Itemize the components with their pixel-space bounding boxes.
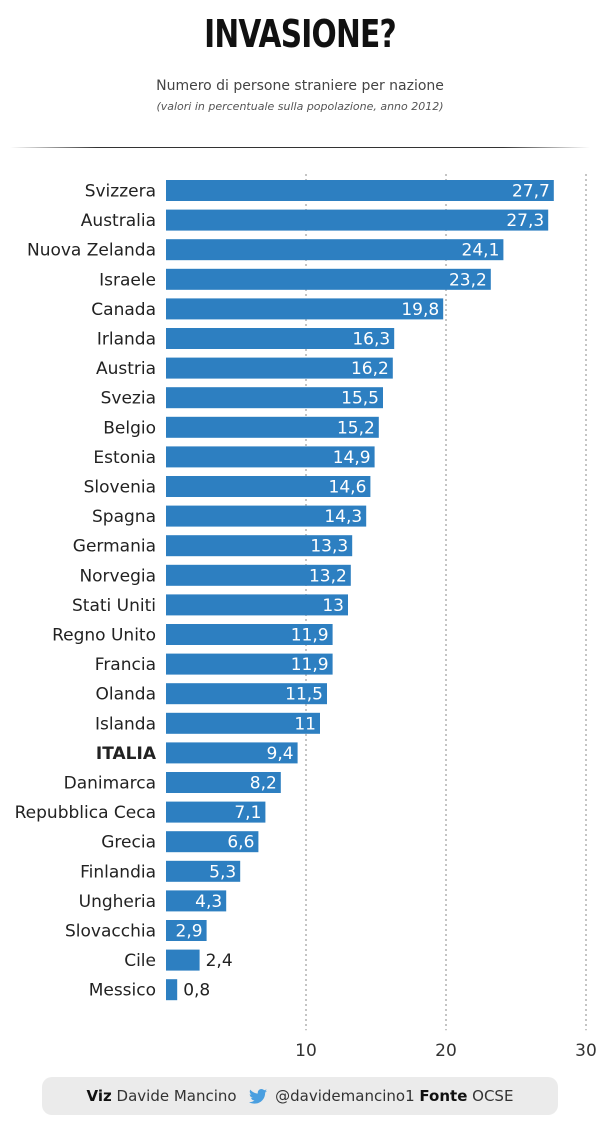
source-name: OCSE <box>472 1087 514 1105</box>
page-title: INVASIONE? <box>204 12 397 56</box>
category-label: Slovenia <box>84 478 156 498</box>
value-label: 13,3 <box>310 537 348 557</box>
value-label: 24,1 <box>462 241 500 261</box>
category-label: Germania <box>73 537 156 557</box>
bar-austria <box>166 357 393 379</box>
category-label: Canada <box>91 300 156 320</box>
category-label: Irlanda <box>97 330 156 350</box>
bar-irlanda <box>166 328 395 349</box>
bar-germania <box>166 535 353 557</box>
bar-grecia <box>166 831 259 853</box>
category-label: Belgio <box>103 418 156 438</box>
bar-estonia <box>166 446 375 468</box>
bar-danimarca <box>166 772 281 793</box>
value-label: 2,4 <box>206 951 233 971</box>
value-label: 11,9 <box>291 655 329 675</box>
bar-slovenia <box>166 476 371 497</box>
category-label: Norvegia <box>79 566 156 586</box>
value-label: 15,5 <box>341 389 379 409</box>
value-label: 15,2 <box>337 418 375 438</box>
category-label: Grecia <box>101 833 156 853</box>
bar-australia <box>166 209 549 231</box>
category-label: ITALIA <box>96 744 157 764</box>
value-label: 16,3 <box>352 330 390 350</box>
bar-israele <box>166 268 491 290</box>
value-label: 11 <box>294 714 316 734</box>
bar-svezia <box>166 387 383 409</box>
value-label: 14,9 <box>333 448 371 468</box>
source-label: Fonte <box>419 1087 468 1105</box>
value-label: 4,3 <box>195 892 222 912</box>
bar-italia <box>166 742 298 764</box>
value-label: 8,2 <box>250 774 277 794</box>
category-label: Australia <box>81 211 156 231</box>
category-label: Svezia <box>101 389 156 409</box>
value-label: 23,2 <box>449 270 487 290</box>
category-label: Repubblica Ceca <box>15 803 156 823</box>
bar-repubblica-ceca <box>166 801 266 823</box>
viz-label: Viz <box>86 1087 112 1105</box>
bar-belgio <box>166 416 379 438</box>
bar-islanda <box>166 712 320 734</box>
value-label: 19,8 <box>401 300 439 320</box>
bar-messico <box>166 979 178 1001</box>
category-label: Olanda <box>95 685 156 705</box>
value-label: 13 <box>322 596 344 616</box>
bar-svizzera <box>166 180 554 201</box>
x-tick-label: 30 <box>575 1041 597 1061</box>
category-label: Islanda <box>95 714 156 734</box>
value-label: 11,5 <box>285 685 323 705</box>
value-label: 7,1 <box>234 803 261 823</box>
value-label: 27,3 <box>506 211 544 231</box>
twitter-handle: @davidemancino1 <box>275 1087 415 1105</box>
category-label: Nuova Zelanda <box>27 241 156 261</box>
bar-finlandia <box>166 860 241 882</box>
value-label: 2,9 <box>176 922 203 942</box>
value-label: 27,7 <box>512 182 550 202</box>
category-label: Finlandia <box>80 862 156 882</box>
category-label: Svizzera <box>85 182 156 202</box>
header-divider <box>10 147 590 148</box>
category-label: Israele <box>99 270 156 290</box>
bar-canada <box>166 298 444 320</box>
category-label: Slovacchia <box>65 922 156 942</box>
value-label: 0,8 <box>183 981 210 1001</box>
x-tick-label: 20 <box>435 1041 457 1061</box>
category-label: Stati Uniti <box>72 596 156 616</box>
twitter-icon <box>249 1089 268 1104</box>
category-label: Cile <box>124 951 156 971</box>
category-label: Regno Unito <box>52 626 156 646</box>
chart-note: (valori in percentuale sulla popolazione… <box>156 100 444 113</box>
category-label: Austria <box>96 359 156 379</box>
category-label: Danimarca <box>64 774 156 794</box>
bar-chart: Svizzera 27,7 Australia 27,3 Nuova Zelanda 24… <box>15 174 597 1061</box>
bar-ungheria <box>166 890 227 912</box>
bar-spagna <box>166 505 367 527</box>
x-tick-label: 10 <box>295 1041 317 1061</box>
category-label: Estonia <box>93 448 156 468</box>
footer-credits: Viz Davide Mancino @davidemancino1 Fonte… <box>42 1077 558 1115</box>
bar-stati-uniti <box>166 594 348 616</box>
value-label: 9,4 <box>267 744 294 764</box>
author-name: Davide Mancino <box>116 1087 237 1105</box>
value-label: 13,2 <box>309 566 347 586</box>
bar-olanda <box>166 683 327 705</box>
bar-norvegia <box>166 564 351 586</box>
bar-nuova-zelanda <box>166 239 504 261</box>
value-label: 5,3 <box>209 862 236 882</box>
value-label: 6,6 <box>227 833 254 853</box>
chart-subtitle: Numero di persone straniere per nazione <box>156 78 444 94</box>
category-label: Ungheria <box>79 892 156 912</box>
category-label: Messico <box>89 981 156 1001</box>
category-label: Spagna <box>92 507 156 527</box>
bar-regno-unito <box>166 624 333 645</box>
category-label: Francia <box>95 655 156 675</box>
bar-francia <box>166 653 333 675</box>
value-label: 16,2 <box>351 359 389 379</box>
bar-cile <box>166 949 200 971</box>
bar-slovacchia <box>166 920 207 941</box>
value-label: 14,3 <box>324 507 362 527</box>
value-label: 14,6 <box>329 478 367 498</box>
value-label: 11,9 <box>291 626 329 646</box>
